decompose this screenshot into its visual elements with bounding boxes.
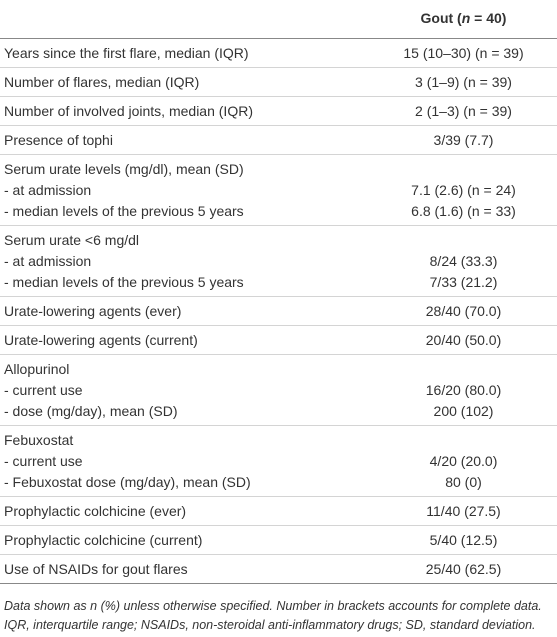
value-cell: 25/40 (62.5) bbox=[370, 554, 557, 584]
table-row: Use of NSAIDs for gout flares 25/40 (62.5… bbox=[0, 554, 557, 584]
row-value: 3/39 (7.7) bbox=[433, 132, 494, 148]
group-label: Serum urate levels (mg/dl), mean (SD) bbox=[4, 161, 244, 177]
table-row: Febuxostat - current use - Febuxostat dose… bbox=[0, 425, 557, 497]
label-cell: Number of flares, median (IQR) bbox=[0, 67, 370, 97]
value-cell: 15 (10–30) (n = 39) bbox=[370, 38, 557, 68]
row-value: 6.8 (1.6) (n = 33) bbox=[411, 203, 516, 219]
table-row: Number of flares, median (IQR) 3 (1–9) (n… bbox=[0, 67, 557, 97]
row-value: 200 (102) bbox=[433, 403, 494, 419]
row-label: Presence of tophi bbox=[4, 132, 113, 148]
table-row: Presence of tophi 3/39 (7.7) bbox=[0, 125, 557, 155]
row-label: - at admission bbox=[4, 182, 92, 198]
value-cell: 4/20 (20.0) 80 (0) bbox=[370, 425, 557, 497]
row-value: 2 (1–3) (n = 39) bbox=[415, 103, 512, 119]
label-cell: Use of NSAIDs for gout flares bbox=[0, 554, 370, 584]
value-cell: 7.1 (2.6) (n = 24) 6.8 (1.6) (n = 33) bbox=[370, 154, 557, 226]
header-row: Gout (n = 40) bbox=[0, 0, 557, 39]
group-label: Allopurinol bbox=[4, 361, 70, 377]
row-label: - current use bbox=[4, 453, 83, 469]
table-row: Prophylactic colchicine (current) 5/40 (1… bbox=[0, 525, 557, 555]
row-label: - current use bbox=[4, 382, 83, 398]
row-label: - median levels of the previous 5 years bbox=[4, 274, 244, 290]
label-cell: Prophylactic colchicine (current) bbox=[0, 525, 370, 555]
row-label: - at admission bbox=[4, 253, 92, 269]
value-cell: 5/40 (12.5) bbox=[370, 525, 557, 555]
table-row: Years since the first flare, median (IQR… bbox=[0, 38, 557, 68]
label-cell: Urate-lowering agents (current) bbox=[0, 325, 370, 355]
value-cell: 20/40 (50.0) bbox=[370, 325, 557, 355]
table-row: Serum urate levels (mg/dl), mean (SD) - a… bbox=[0, 154, 557, 226]
label-cell: Prophylactic colchicine (ever) bbox=[0, 496, 370, 526]
row-label: - Febuxostat dose (mg/day), mean (SD) bbox=[4, 474, 251, 490]
row-label: - median levels of the previous 5 years bbox=[4, 203, 244, 219]
value-cell: 11/40 (27.5) bbox=[370, 496, 557, 526]
row-value: 4/20 (20.0) bbox=[429, 453, 498, 469]
value-cell: 16/20 (80.0) 200 (102) bbox=[370, 354, 557, 426]
value-cell: 3 (1–9) (n = 39) bbox=[370, 67, 557, 97]
data-table: Gout (n = 40) Years since the first flar… bbox=[0, 0, 557, 584]
row-label: Use of NSAIDs for gout flares bbox=[4, 561, 188, 577]
label-cell: Febuxostat - current use - Febuxostat dose… bbox=[0, 425, 370, 497]
label-cell: Presence of tophi bbox=[0, 125, 370, 155]
table-row: Urate-lowering agents (ever) 28/40 (70.0) bbox=[0, 296, 557, 326]
row-value: 11/40 (27.5) bbox=[426, 503, 501, 519]
row-label: Urate-lowering agents (current) bbox=[4, 332, 198, 348]
row-value: 16/20 (80.0) bbox=[425, 382, 502, 398]
row-label: Number of flares, median (IQR) bbox=[4, 74, 200, 90]
row-value: 8/24 (33.3) bbox=[429, 253, 498, 269]
row-label: Prophylactic colchicine (current) bbox=[4, 532, 203, 548]
label-cell: Years since the first flare, median (IQR… bbox=[0, 38, 370, 68]
label-cell: Allopurinol - current use - dose (mg/day),… bbox=[0, 354, 370, 426]
table-row: Urate-lowering agents (current) 20/40 (50… bbox=[0, 325, 557, 355]
spacer bbox=[374, 159, 553, 180]
footnote: Data shown as n (%) unless otherwise spe… bbox=[4, 599, 542, 632]
header-n: n bbox=[461, 10, 471, 26]
value-cell: 3/39 (7.7) bbox=[370, 125, 557, 155]
spacer bbox=[374, 230, 553, 251]
table-row: Prophylactic colchicine (ever) 11/40 (27.… bbox=[0, 496, 557, 526]
table-body: Years since the first flare, median (IQR… bbox=[0, 38, 557, 584]
row-value: 80 (0) bbox=[445, 474, 482, 490]
header-cell: Gout (n = 40) bbox=[370, 0, 557, 39]
row-value: 15 (10–30) (n = 39) bbox=[403, 45, 524, 61]
table-row: Allopurinol - current use - dose (mg/day),… bbox=[0, 354, 557, 426]
table-row: Number of involved joints, median (IQR) 2… bbox=[0, 96, 557, 126]
header-text: Gout ( bbox=[420, 10, 462, 26]
label-cell: Urate-lowering agents (ever) bbox=[0, 296, 370, 326]
label-cell: Serum urate <6 mg/dl - at admission - medi… bbox=[0, 225, 370, 297]
spacer bbox=[374, 359, 553, 380]
value-cell: 28/40 (70.0) bbox=[370, 296, 557, 326]
group-label: Serum urate <6 mg/dl bbox=[4, 232, 140, 248]
row-label: Urate-lowering agents (ever) bbox=[4, 303, 182, 319]
row-value: 25/40 (62.5) bbox=[425, 561, 502, 577]
table-row: Serum urate <6 mg/dl - at admission - medi… bbox=[0, 225, 557, 297]
spacer bbox=[374, 430, 553, 451]
value-cell: 8/24 (33.3) 7/33 (21.2) bbox=[370, 225, 557, 297]
row-value: 3 (1–9) (n = 39) bbox=[415, 74, 512, 90]
label-cell: Number of involved joints, median (IQR) bbox=[0, 96, 370, 126]
row-value: 7.1 (2.6) (n = 24) bbox=[411, 182, 516, 198]
row-label: Prophylactic colchicine (ever) bbox=[4, 503, 187, 519]
row-value: 28/40 (70.0) bbox=[425, 303, 502, 319]
group-label: Febuxostat bbox=[4, 432, 74, 448]
header-text: = 40) bbox=[470, 10, 507, 26]
header-empty bbox=[0, 0, 370, 39]
row-value: 7/33 (21.2) bbox=[429, 274, 498, 290]
row-label: Years since the first flare, median (IQR… bbox=[4, 45, 249, 61]
row-value: 20/40 (50.0) bbox=[425, 332, 502, 348]
value-cell: 2 (1–3) (n = 39) bbox=[370, 96, 557, 126]
row-label: Number of involved joints, median (IQR) bbox=[4, 103, 253, 119]
label-cell: Serum urate levels (mg/dl), mean (SD) - a… bbox=[0, 154, 370, 226]
row-value: 5/40 (12.5) bbox=[429, 532, 498, 548]
row-label: - dose (mg/day), mean (SD) bbox=[4, 403, 178, 419]
